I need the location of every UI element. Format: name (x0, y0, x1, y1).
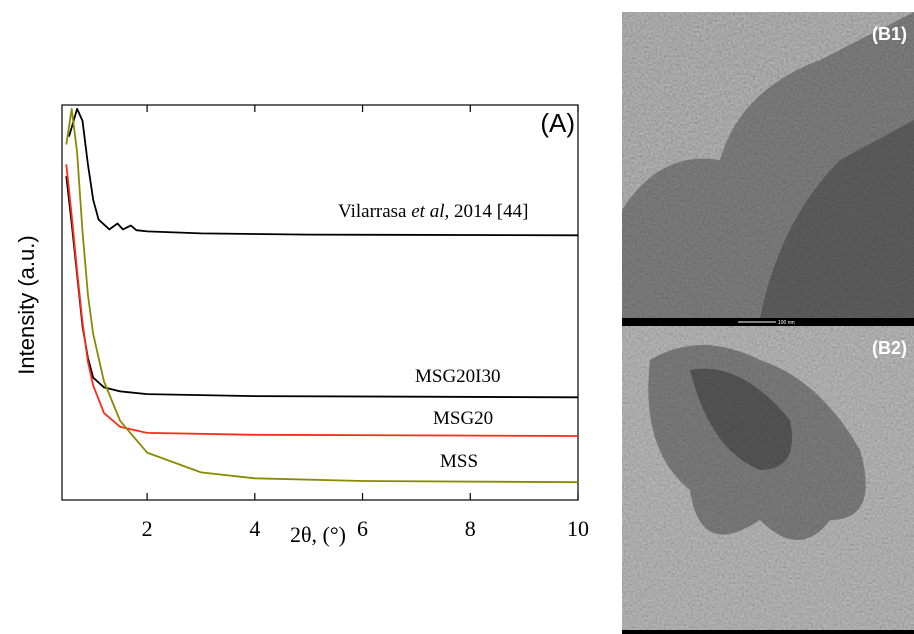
series-label: MSG20I30 (415, 366, 501, 387)
plot-frame (61, 104, 579, 501)
x-tick-label: 8 (465, 516, 476, 541)
series-label: MSG20 (433, 408, 493, 429)
x-tick-label: 2 (142, 516, 153, 541)
x-tick-label: 4 (249, 516, 260, 541)
scale-bar-label: 100 nm (778, 320, 795, 326)
series-line (65, 164, 579, 437)
x-tick-label: 6 (357, 516, 368, 541)
tem-image-b2 (622, 326, 914, 630)
series-label: Vilarrasa et al, 2014 [44] (338, 201, 528, 222)
panel-label: (A) (540, 108, 575, 138)
image-label: (B2) (872, 338, 907, 358)
x-tick-label: 10 (567, 516, 589, 541)
series-label-part: et al (411, 201, 444, 222)
x-axis-label: 2θ, (°) (290, 522, 346, 547)
y-axis-label: Intensity (a.u.) (14, 235, 39, 374)
tem-image-b1 (622, 12, 914, 318)
image-label: (B1) (872, 24, 907, 44)
series-label: MSS (440, 451, 478, 472)
series-label-part: , 2014 [44] (445, 201, 529, 222)
image-separator (622, 630, 914, 634)
series-line (68, 108, 579, 237)
series-label-part: Vilarrasa (338, 201, 411, 222)
series-line (65, 108, 579, 484)
